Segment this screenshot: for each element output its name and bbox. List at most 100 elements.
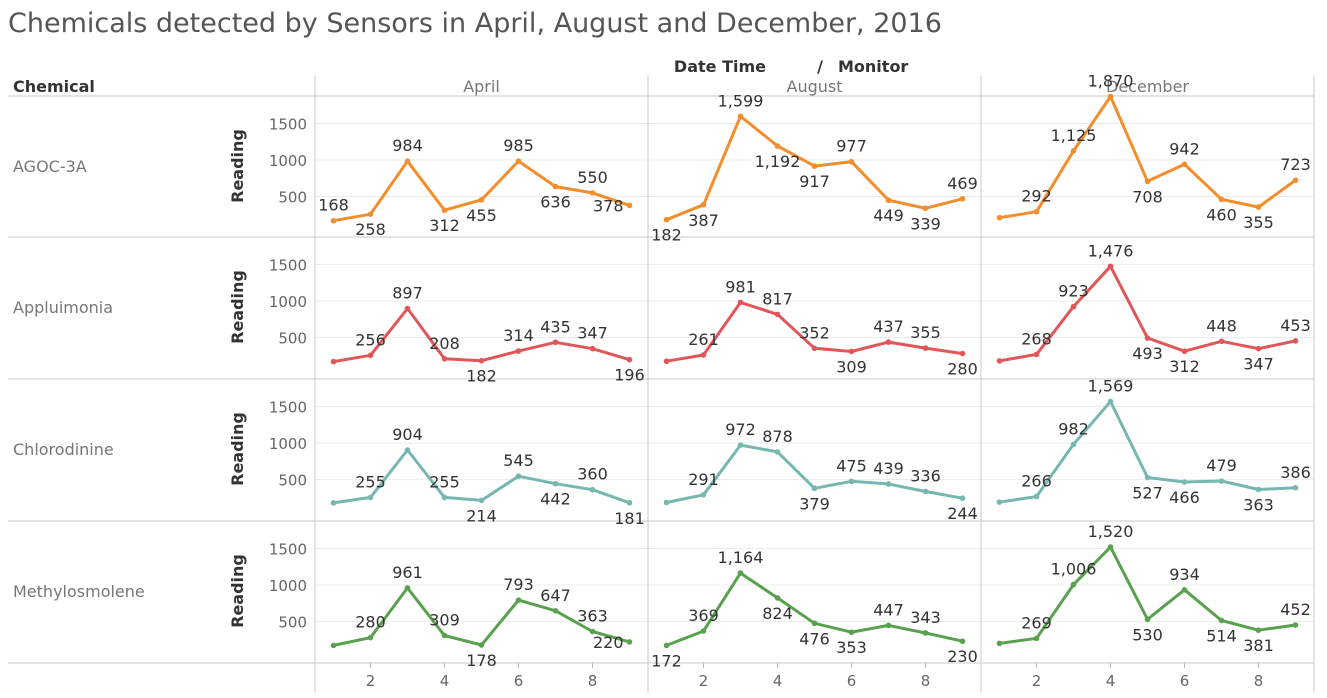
data-point — [811, 485, 818, 492]
data-point — [1292, 622, 1299, 628]
y-tick-label: 1000 — [269, 152, 307, 170]
data-point — [885, 622, 892, 629]
data-label: 309 — [429, 610, 460, 629]
column-group-header: Date Time / Monitor — [674, 57, 909, 76]
data-label: 386 — [1280, 463, 1311, 482]
data-label: 182 — [466, 367, 497, 386]
data-label: 208 — [429, 334, 460, 353]
data-label: 455 — [466, 206, 497, 225]
data-point — [774, 311, 781, 318]
column-header-december: December — [1106, 77, 1189, 96]
data-label: 268 — [1021, 329, 1052, 348]
data-label: 447 — [873, 600, 904, 619]
data-label: 347 — [1243, 355, 1274, 374]
y-tick-label: 500 — [278, 614, 307, 632]
data-point — [885, 197, 892, 204]
data-label: 363 — [1243, 496, 1274, 515]
data-label: 1,164 — [718, 548, 764, 567]
data-point — [1144, 616, 1151, 623]
x-tick-label: 4 — [440, 672, 450, 690]
data-point — [367, 634, 374, 641]
data-point — [552, 339, 559, 346]
data-point — [478, 497, 485, 504]
data-point — [515, 597, 522, 603]
x-tick-label: 8 — [588, 672, 598, 690]
data-label: 475 — [836, 456, 867, 475]
data-label: 255 — [429, 472, 460, 491]
data-label: 708 — [1132, 187, 1163, 206]
x-tick-label: 6 — [514, 672, 524, 690]
data-point — [1107, 93, 1114, 100]
data-label: 352 — [799, 323, 830, 342]
data-point — [1033, 351, 1040, 358]
data-label: 258 — [355, 220, 386, 239]
data-point — [478, 196, 485, 203]
data-point — [885, 481, 892, 487]
data-label: 381 — [1243, 636, 1274, 655]
data-label: 336 — [910, 466, 941, 485]
data-label: 972 — [725, 420, 756, 439]
data-label: 280 — [355, 613, 386, 632]
data-label: 369 — [688, 606, 719, 625]
data-label: 343 — [910, 608, 941, 627]
data-point — [1255, 627, 1262, 633]
y-axis-title: Reading — [228, 129, 247, 203]
data-point — [1218, 196, 1225, 203]
data-point — [737, 442, 744, 448]
data-point — [774, 595, 781, 601]
data-point — [1218, 338, 1225, 345]
data-point — [515, 158, 522, 164]
row-label-appluimonia: Appluimonia — [13, 298, 113, 317]
data-label: 449 — [873, 206, 904, 225]
data-point — [700, 201, 707, 208]
data-label: 291 — [688, 470, 719, 489]
data-label: 196 — [614, 366, 645, 385]
data-label: 269 — [1021, 613, 1052, 632]
data-label: 476 — [799, 629, 830, 648]
data-point — [1181, 348, 1188, 355]
data-point — [404, 447, 411, 453]
data-label: 904 — [392, 425, 423, 444]
data-point — [663, 642, 670, 649]
data-label: 479 — [1206, 456, 1237, 475]
data-label: 466 — [1169, 488, 1200, 507]
data-point — [1218, 617, 1225, 624]
data-point — [663, 216, 670, 223]
data-point — [1107, 544, 1114, 550]
data-point — [1144, 335, 1151, 341]
data-point — [515, 348, 522, 354]
data-label: 977 — [836, 137, 867, 156]
data-point — [589, 486, 596, 493]
data-label: 182 — [651, 226, 682, 245]
data-label: 878 — [762, 427, 793, 446]
x-tick-label: 6 — [847, 672, 857, 690]
data-point — [330, 500, 337, 506]
data-point — [1181, 161, 1188, 168]
data-label: 1,569 — [1088, 377, 1134, 396]
data-label: 220 — [593, 633, 624, 652]
data-label: 923 — [1058, 282, 1089, 301]
data-label: 437 — [873, 317, 904, 336]
data-label: 961 — [392, 563, 423, 582]
data-label: 244 — [947, 504, 978, 523]
data-point — [848, 348, 855, 355]
data-point — [404, 305, 411, 312]
data-point — [922, 488, 929, 495]
row-label-methylosmolene: Methylosmolene — [13, 582, 145, 601]
data-label: 309 — [836, 357, 867, 376]
data-label: 339 — [910, 214, 941, 233]
data-label: 347 — [577, 324, 608, 343]
data-point — [996, 499, 1003, 505]
data-label: 442 — [540, 490, 571, 509]
data-label: 550 — [577, 168, 608, 187]
y-axis-title: Reading — [228, 412, 247, 486]
data-label: 255 — [355, 472, 386, 491]
data-point — [1070, 303, 1077, 310]
data-label: 363 — [577, 607, 608, 626]
data-point — [626, 202, 633, 209]
data-point — [811, 163, 818, 169]
data-label: 1,476 — [1088, 241, 1134, 260]
data-point — [1255, 345, 1262, 352]
data-point — [959, 495, 966, 501]
